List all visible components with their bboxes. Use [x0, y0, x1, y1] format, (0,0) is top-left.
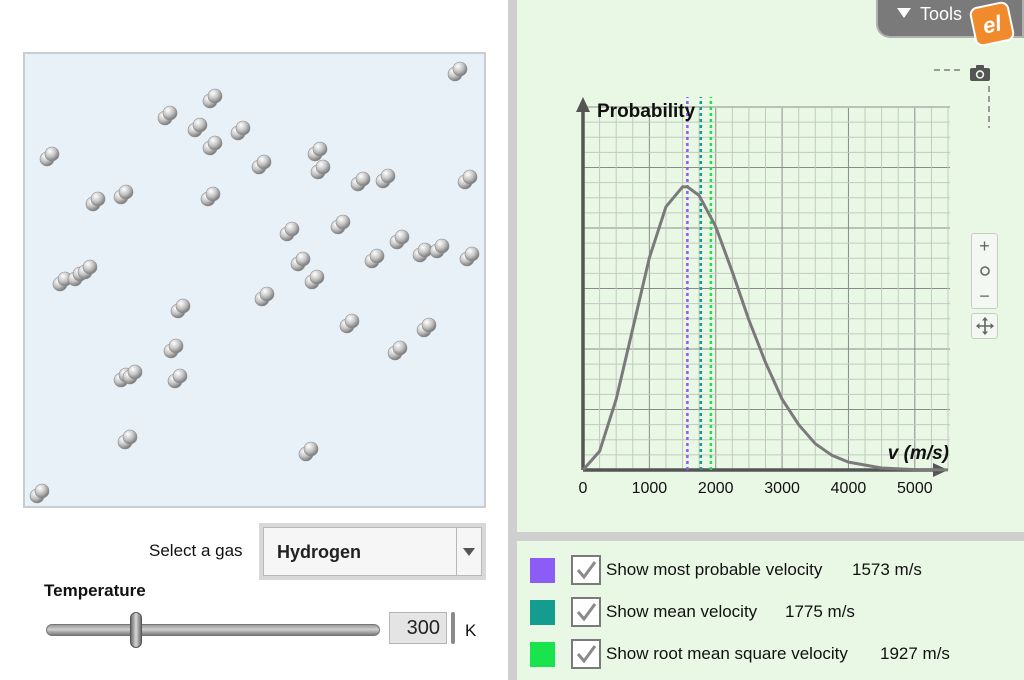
minus-icon[interactable]: −: [979, 286, 990, 306]
hydrogen-molecule: [52, 271, 73, 292]
check-icon: [576, 561, 597, 580]
x-tick-label: 0: [579, 480, 588, 497]
hydrogen-molecule: [113, 184, 134, 205]
explorelearning-logo: el: [968, 0, 1016, 48]
check-icon: [576, 645, 597, 664]
hydrogen-molecule: [310, 159, 331, 180]
velocity-distribution-chart: Probability v (m/s) 0 1000 2000 3000 4000 5000: [576, 97, 950, 497]
hydrogen-molecule: [389, 229, 410, 250]
hydrogen-molecule: [200, 186, 221, 207]
x-tick-label: 4000: [831, 480, 867, 497]
x-tick-label: 2000: [698, 480, 734, 497]
hydrogen-molecule: [307, 141, 328, 162]
hydrogen-molecule: [187, 117, 208, 138]
graph-panel: Probability v (m/s) 0 1000 2000 3000 4000 5000: [517, 0, 1024, 532]
mean-color-swatch: [530, 600, 555, 625]
most-probable-checkbox[interactable]: [571, 555, 601, 585]
check-icon: [576, 603, 597, 622]
hydrogen-molecule: [85, 191, 106, 212]
hydrogen-molecule: [230, 120, 251, 141]
hydrogen-molecule: [39, 146, 60, 167]
hydrogen-molecule: [375, 168, 396, 189]
hydrogen-molecule: [364, 248, 385, 269]
gas-select-label: Select a gas: [149, 541, 243, 560]
camera-icon[interactable]: [969, 64, 991, 82]
rms-label: Show root mean square velocity: [606, 644, 848, 663]
temperature-label: Temperature: [44, 581, 146, 600]
zoom-controls: + −: [971, 233, 998, 309]
rms-value: 1927 m/s: [880, 644, 950, 663]
hydrogen-molecule: [339, 313, 360, 334]
panel-divider[interactable]: [508, 0, 517, 680]
temperature-input[interactable]: 300: [389, 612, 447, 644]
left-panel: Select a gas Hydrogen Temperature 300 K: [0, 0, 508, 680]
hydrogen-molecule: [202, 88, 223, 109]
gas-dropdown-toggle[interactable]: [456, 528, 481, 575]
mean-value: 1775 m/s: [785, 602, 855, 621]
rms-checkbox[interactable]: [571, 639, 601, 669]
circle-icon[interactable]: [972, 260, 997, 282]
hydrogen-molecule: [304, 269, 325, 290]
hydrogen-molecule: [157, 105, 178, 126]
hydrogen-molecule: [459, 246, 480, 267]
distribution-curve: [581, 185, 949, 472]
hydrogen-molecule: [457, 169, 478, 190]
chevron-down-icon: [463, 548, 475, 556]
hydrogen-molecule: [298, 441, 319, 462]
most-probable-label: Show most probable velocity: [606, 560, 823, 579]
hydrogen-molecule: [29, 483, 50, 504]
temperature-unit: K: [465, 621, 477, 640]
gas-dropdown[interactable]: Hydrogen: [259, 523, 486, 580]
hydrogen-molecule: [117, 429, 138, 450]
x-tick-label: 5000: [897, 480, 933, 497]
hydrogen-molecule: [429, 238, 450, 259]
mean-label: Show mean velocity: [606, 602, 758, 621]
chart-grid: [583, 106, 950, 470]
molecule-field: [29, 61, 480, 504]
plus-icon[interactable]: +: [979, 236, 990, 256]
hydrogen-molecule: [412, 242, 433, 263]
y-axis-label: Probability: [597, 101, 696, 122]
hydrogen-molecule: [122, 364, 143, 385]
most-probable-color-swatch: [530, 558, 555, 583]
x-tick-label: 3000: [764, 480, 800, 497]
gas-dropdown-field[interactable]: Hydrogen: [263, 527, 482, 576]
hydrogen-molecule: [202, 135, 223, 156]
hydrogen-molecule: [447, 61, 468, 82]
hydrogen-molecule: [330, 214, 351, 235]
hydrogen-molecule: [279, 221, 300, 242]
hydrogen-molecule: [167, 368, 188, 389]
hydrogen-molecule: [387, 340, 408, 361]
hydrogen-molecule: [416, 317, 437, 338]
velocity-options-panel: Show most probable velocity 1573 m/s Sho…: [517, 532, 1024, 680]
tools-label: Tools: [920, 4, 963, 24]
rms-color-swatch: [530, 642, 555, 667]
x-axis-label: v (m/s): [888, 443, 949, 464]
hydrogen-molecule: [254, 286, 275, 307]
temperature-input-divider: [451, 612, 455, 644]
most-probable-value: 1573 m/s: [852, 560, 922, 579]
temperature-slider-track[interactable]: [46, 624, 380, 636]
move-arrows-icon[interactable]: [971, 313, 998, 339]
hydrogen-molecule: [290, 251, 311, 272]
hydrogen-molecule: [170, 298, 191, 319]
logo-text: el: [980, 10, 1004, 39]
hydrogen-molecule: [163, 338, 184, 359]
gas-container: [23, 52, 486, 508]
hydrogen-molecule: [350, 171, 371, 192]
x-tick-label: 1000: [632, 480, 668, 497]
hydrogen-molecule: [77, 259, 98, 280]
snapshot-guide-icon: [934, 69, 990, 128]
hydrogen-molecule: [251, 154, 272, 175]
temperature-slider-thumb[interactable]: [130, 612, 143, 648]
mean-checkbox[interactable]: [571, 597, 601, 627]
y-axis-arrow-icon: [576, 97, 590, 112]
triangle-down-icon: [897, 8, 911, 18]
gas-dropdown-value: Hydrogen: [277, 542, 362, 562]
